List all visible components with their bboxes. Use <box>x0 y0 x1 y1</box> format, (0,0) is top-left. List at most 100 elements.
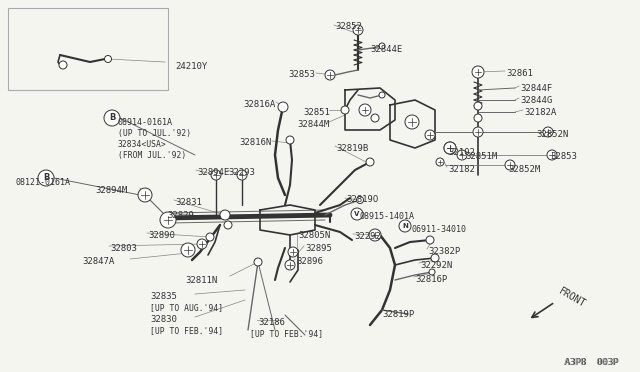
Circle shape <box>405 115 419 129</box>
Text: 32834<USA>: 32834<USA> <box>118 140 167 149</box>
Circle shape <box>399 220 411 232</box>
Text: 32844G: 32844G <box>520 96 552 105</box>
Circle shape <box>369 229 381 241</box>
Circle shape <box>351 208 363 220</box>
Text: 32816A: 32816A <box>244 100 276 109</box>
Text: 32830: 32830 <box>150 315 177 324</box>
Text: [UP TO AUG.'94]: [UP TO AUG.'94] <box>150 303 223 312</box>
Circle shape <box>341 106 349 114</box>
Text: 32861: 32861 <box>506 69 533 78</box>
Circle shape <box>426 236 434 244</box>
Circle shape <box>436 158 444 166</box>
Text: (FROM JUL.'92): (FROM JUL.'92) <box>118 151 186 160</box>
Text: 08914-0161A: 08914-0161A <box>118 118 173 127</box>
Text: 32819O: 32819O <box>346 195 378 204</box>
Circle shape <box>366 158 374 166</box>
Bar <box>8 8 168 90</box>
Text: 32819B: 32819B <box>336 144 368 153</box>
Text: 32803: 32803 <box>110 244 137 253</box>
Text: [UP TO FEB.'94]: [UP TO FEB.'94] <box>150 326 223 335</box>
Text: (UP TO JUL.'92): (UP TO JUL.'92) <box>118 129 191 138</box>
Text: 32890: 32890 <box>148 231 175 240</box>
Text: 32852M: 32852M <box>508 165 540 174</box>
Circle shape <box>104 110 120 126</box>
Text: 32844F: 32844F <box>520 84 552 93</box>
Text: 32182: 32182 <box>448 165 475 174</box>
Circle shape <box>505 160 515 170</box>
Text: 32829: 32829 <box>167 211 194 220</box>
Text: B: B <box>43 173 49 183</box>
Circle shape <box>473 127 483 137</box>
Circle shape <box>206 233 214 241</box>
Text: 32292N: 32292N <box>420 261 452 270</box>
Text: 08121-0161A: 08121-0161A <box>15 178 70 187</box>
Text: 32847A: 32847A <box>82 257 115 266</box>
Circle shape <box>457 150 467 160</box>
Circle shape <box>286 136 294 144</box>
Circle shape <box>181 243 195 257</box>
Circle shape <box>138 188 152 202</box>
Circle shape <box>237 170 247 180</box>
Text: 32816N: 32816N <box>240 138 272 147</box>
Text: 32186: 32186 <box>258 318 285 327</box>
Circle shape <box>356 196 364 203</box>
Circle shape <box>211 170 221 180</box>
Circle shape <box>224 221 232 229</box>
Circle shape <box>285 260 295 270</box>
Text: 32816P: 32816P <box>415 275 447 284</box>
Text: B: B <box>109 113 115 122</box>
Text: 32853: 32853 <box>288 70 315 79</box>
Circle shape <box>288 247 298 257</box>
Text: 32844E: 32844E <box>370 45 403 54</box>
Circle shape <box>278 102 288 112</box>
Text: 32831: 32831 <box>175 198 202 207</box>
Text: 32894M: 32894M <box>95 186 127 195</box>
Circle shape <box>379 92 385 98</box>
Text: 32182A: 32182A <box>524 108 556 117</box>
Text: 32844M: 32844M <box>298 120 330 129</box>
Circle shape <box>474 114 482 122</box>
Circle shape <box>254 258 262 266</box>
Circle shape <box>429 269 435 275</box>
Text: 32895: 32895 <box>305 244 332 253</box>
Circle shape <box>38 170 54 186</box>
Text: [UP TO FEB.'94]: [UP TO FEB.'94] <box>250 329 323 338</box>
Text: 32805N: 32805N <box>298 231 330 240</box>
Text: 32851: 32851 <box>303 108 330 117</box>
Circle shape <box>160 212 176 228</box>
Circle shape <box>197 239 207 249</box>
Circle shape <box>59 61 67 69</box>
Text: 32811N: 32811N <box>185 276 217 285</box>
Text: 32102: 32102 <box>448 148 475 157</box>
Circle shape <box>431 254 439 262</box>
Text: 32852N: 32852N <box>536 130 568 139</box>
Text: N: N <box>402 223 408 229</box>
Text: 32382P: 32382P <box>428 247 460 256</box>
Circle shape <box>425 130 435 140</box>
Text: 32853: 32853 <box>550 152 577 161</box>
Circle shape <box>547 150 557 160</box>
Circle shape <box>379 43 385 49</box>
Text: 32851M: 32851M <box>465 152 497 161</box>
Circle shape <box>359 104 371 116</box>
Text: A3P8  003P: A3P8 003P <box>565 358 619 367</box>
Circle shape <box>353 25 363 35</box>
Text: 32819P: 32819P <box>382 310 414 319</box>
Circle shape <box>472 66 484 78</box>
Text: 24210Y: 24210Y <box>175 62 207 71</box>
Text: A3P8  003P: A3P8 003P <box>564 358 618 367</box>
Circle shape <box>474 102 482 110</box>
Text: 32293: 32293 <box>228 168 255 177</box>
Text: FRONT: FRONT <box>557 286 588 310</box>
Text: 06911-34010: 06911-34010 <box>411 225 466 234</box>
Circle shape <box>220 210 230 220</box>
Text: V: V <box>355 211 360 217</box>
Circle shape <box>444 142 456 154</box>
Text: 32894E: 32894E <box>197 168 229 177</box>
Circle shape <box>371 114 379 122</box>
Text: 32896: 32896 <box>296 257 323 266</box>
Text: 08915-1401A: 08915-1401A <box>360 212 415 221</box>
Circle shape <box>104 55 111 62</box>
Text: 32835: 32835 <box>150 292 177 301</box>
Text: 32852: 32852 <box>335 22 362 31</box>
